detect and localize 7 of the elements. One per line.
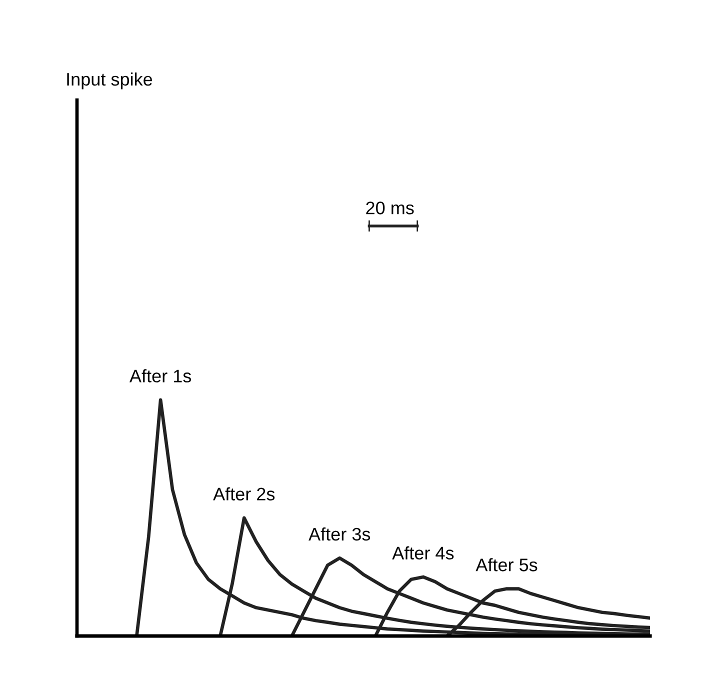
series-label: After 3s — [308, 527, 370, 541]
series-label: After 2s — [213, 487, 275, 500]
series-label: After 4s — [392, 546, 454, 560]
text: 20 ms — [366, 202, 414, 214]
text: Input spike — [67, 72, 152, 90]
series-label: After 5s — [476, 558, 538, 572]
series-label: After 1s — [129, 369, 192, 382]
